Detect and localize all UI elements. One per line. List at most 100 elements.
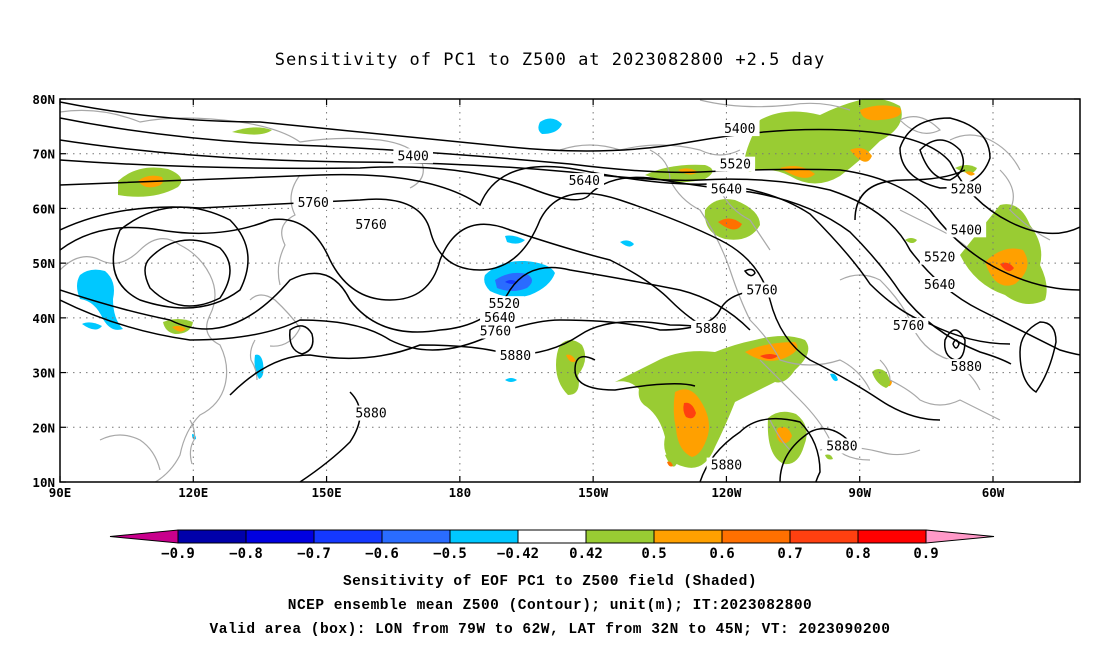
contour-label-bg [919, 277, 960, 293]
z500-contour-line [699, 417, 821, 482]
contour-label: 5640 [484, 311, 515, 326]
contour-label: 5400 [398, 149, 429, 164]
contour-label-bg [946, 359, 987, 375]
contour-label-bg [293, 194, 334, 210]
lat-tick-label: 60N [32, 201, 55, 216]
sensitivity-region [665, 454, 677, 467]
map-title: Sensitivity of PC1 to Z500 at 2023082800… [274, 50, 826, 70]
coastline [249, 294, 301, 347]
sensitivity-region [667, 461, 673, 467]
colorbar-swatch [585, 529, 655, 544]
contour-label: 5640 [569, 174, 600, 189]
contour-label-bg [719, 121, 760, 137]
lat-tick-label: 80N [32, 92, 55, 107]
sensitivity-region [566, 354, 576, 363]
z500-contour-line [60, 192, 941, 421]
lon-tick-label: 90W [848, 485, 871, 500]
caption-line-3: Valid area (box): LON from 79W to 62W, L… [209, 622, 891, 638]
z500-contour-line [144, 239, 231, 307]
colorbar-swatch [313, 529, 383, 544]
sensitivity-region [1000, 262, 1014, 272]
sensitivity-region [744, 99, 902, 184]
sensitivity-region [860, 105, 902, 121]
colorbar-label: 0.5 [641, 546, 666, 562]
lon-tick-label: 60W [982, 485, 1005, 500]
contour-labels: 5400540055205640564057605760552056405760… [293, 121, 987, 474]
sensitivity-region [645, 164, 713, 183]
contour-label: 5520 [720, 158, 751, 173]
contour-label-bg [946, 181, 987, 197]
sensitivity-region [620, 240, 634, 247]
contour-label: 5400 [951, 223, 982, 238]
z500-contour-line [952, 339, 960, 349]
sensitivity-region [905, 238, 917, 243]
sensitivity-region [232, 127, 272, 135]
colorbar: −0.9 −0.8 −0.7 −0.6 −0.5 −0.42 0.42 0.5 0.6 0.7 0.… [109, 529, 995, 562]
lat-tick-label: 30N [32, 366, 55, 381]
z500-contour-line [112, 206, 249, 309]
lat-tick-label: 70N [32, 147, 55, 162]
lon-tick-label: 180 [449, 485, 472, 500]
contour-label: 5880 [355, 407, 386, 422]
plot-frame [59, 98, 1081, 483]
sensitivity-region [872, 369, 890, 388]
coastline [559, 144, 741, 156]
sensitivity-region [673, 389, 709, 457]
contour-label: 5400 [724, 122, 755, 137]
coastline [189, 419, 196, 465]
z500-contour-line [779, 427, 851, 482]
contour-label: 5520 [489, 297, 520, 312]
lon-tick-label: 150W [578, 485, 609, 500]
caption-line-2: NCEP ensemble mean Z500 (Contour); unit(… [287, 598, 813, 614]
sensitivity-region [965, 171, 975, 176]
contour-label: 5760 [746, 284, 777, 299]
gridlines [60, 99, 1080, 482]
sensitivity-region [172, 325, 186, 332]
sensitivity-region [615, 336, 809, 468]
lat-tick-label: 50N [32, 256, 55, 271]
contour-label-bg [351, 216, 391, 232]
contour-label-bg [393, 148, 434, 164]
contour-label: 5760 [480, 325, 511, 340]
lon-tick-label: 120W [711, 485, 742, 500]
colorbar-label: 0.9 [913, 546, 938, 562]
contour-label: 5760 [298, 196, 329, 211]
colorbar-label: −0.9 [161, 546, 195, 562]
contour-label-bg [351, 405, 391, 421]
coastline [999, 169, 1051, 241]
coastline [719, 189, 771, 251]
colorbar-label: −0.42 [497, 546, 539, 562]
sensitivity-region [505, 280, 517, 284]
colorbar-label: −0.8 [229, 546, 263, 562]
colorbar-label: 0.7 [777, 546, 802, 562]
contour-label: 5760 [893, 319, 924, 334]
contour-label: 5880 [826, 439, 857, 454]
colorbar-label: 0.8 [845, 546, 870, 562]
z500-contour-line [943, 329, 966, 361]
sensitivity-region [254, 354, 264, 379]
colorbar-label: 0.6 [709, 546, 734, 562]
sensitivity-region [830, 373, 838, 382]
coastline [949, 134, 1021, 171]
coastline [759, 359, 871, 461]
colorbar-swatch [857, 529, 927, 544]
z500-contour-line [743, 268, 756, 277]
colorbar-swatch [177, 529, 247, 544]
colorbar-swatch [381, 529, 451, 544]
z500-contour-line [1019, 321, 1057, 394]
contour-label: 5520 [924, 251, 955, 266]
sensitivity-region [505, 378, 517, 382]
coastline [699, 99, 851, 111]
contour-label-bg [484, 296, 525, 312]
contour-label-bg [480, 309, 520, 325]
sensitivity-region [776, 427, 792, 444]
coastline [879, 359, 1001, 421]
colorbar-high-tip [925, 529, 995, 544]
caption-line-1: Sensitivity of EOF PC1 to Z500 field (Sh… [342, 574, 758, 590]
contour-label: 5640 [711, 182, 742, 197]
coastline [99, 434, 161, 471]
z500-contours [60, 101, 1080, 482]
contour-label: 5880 [500, 349, 531, 364]
sensitivity-region [505, 235, 525, 244]
z500-contour-line [899, 117, 991, 189]
